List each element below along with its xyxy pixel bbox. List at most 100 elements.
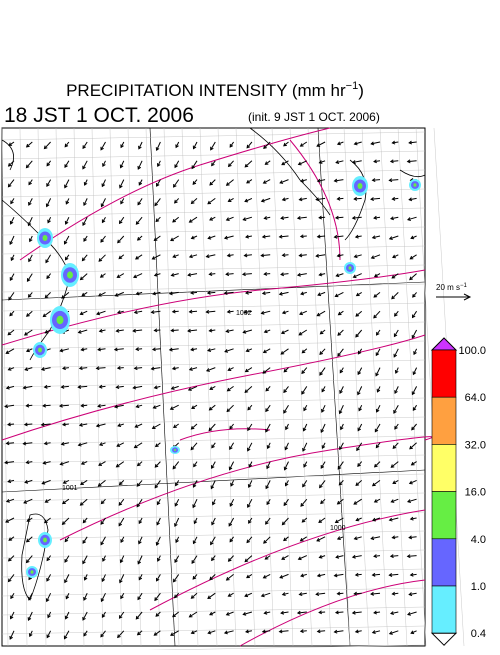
wind-arrow — [392, 479, 399, 484]
lat-line — [1, 469, 426, 493]
isobar-label: 1001 — [62, 485, 78, 492]
wind-arrow — [356, 291, 362, 297]
wind-arrow-head — [246, 539, 251, 544]
title-text: PRECIPITATION INTENSITY (mm hr — [66, 81, 346, 100]
grid-fine — [19, 127, 28, 647]
precip-area — [67, 271, 73, 279]
wind-arrow — [335, 291, 344, 297]
wind-arrow-head — [409, 572, 414, 577]
wind-arrow — [137, 198, 143, 205]
wind-arrow — [24, 367, 33, 371]
wind-arrow — [317, 179, 326, 182]
wind-arrow-head — [228, 522, 233, 527]
wind-arrow — [80, 498, 88, 506]
wind-arrow — [98, 461, 106, 466]
grid-fine — [1, 397, 426, 407]
wind-arrow-head — [79, 502, 84, 506]
wind-arrow-head — [262, 370, 267, 374]
wind-arrow — [299, 254, 307, 257]
wind-arrow — [372, 630, 381, 634]
wind-arrow — [117, 235, 125, 244]
wind-arrow — [26, 160, 33, 168]
wind-arrow — [64, 160, 70, 168]
grid-fine — [1, 226, 426, 236]
wind-arrow-head — [336, 591, 341, 596]
wind-arrow-head — [279, 180, 284, 184]
wind-arrow-head — [320, 500, 324, 505]
wind-arrow — [317, 310, 326, 317]
wind-arrow-head — [260, 310, 265, 315]
wind-arrow — [172, 216, 180, 223]
wind-arrow — [44, 141, 51, 149]
wind-arrow-head — [7, 367, 12, 371]
colorbar-segment — [431, 349, 457, 398]
isobar — [1, 334, 426, 441]
wind-arrow — [64, 536, 70, 542]
wind-arrow — [265, 480, 271, 489]
wind-arrow-head — [7, 578, 12, 583]
wind-arrow — [297, 611, 307, 614]
wind-arrow-head — [62, 366, 66, 371]
wind-arrow — [189, 367, 198, 371]
wind-arrow — [154, 198, 161, 206]
wind-arrow-head — [374, 428, 379, 433]
wind-arrow — [319, 160, 326, 164]
wind-arrow — [355, 310, 363, 317]
wind-arrow-head — [98, 442, 103, 446]
wind-arrow-head — [62, 480, 67, 484]
wind-arrow — [41, 423, 51, 426]
wind-arrow-head — [242, 217, 247, 222]
wind-arrow-head — [137, 201, 141, 206]
wind-arrow-head — [44, 294, 49, 299]
wind-arrow-head — [281, 161, 286, 166]
wind-arrow-head — [321, 408, 325, 413]
wind-arrow — [321, 404, 326, 413]
lat-line — [1, 281, 426, 301]
wind-arrow-head — [5, 498, 10, 503]
wind-arrow — [247, 442, 253, 451]
wind-arrow — [246, 536, 253, 543]
wind-arrow-head — [27, 617, 32, 622]
wind-arrow — [285, 423, 289, 430]
wind-arrow — [355, 235, 362, 238]
wind-arrow — [263, 536, 271, 544]
wind-arrow-head — [81, 292, 86, 297]
wind-arrow — [5, 461, 15, 464]
wind-arrow-head — [247, 406, 252, 411]
wind-arrow — [26, 461, 33, 464]
wind-arrow — [137, 461, 143, 466]
wind-arrow-head — [353, 141, 358, 146]
wind-arrow-head — [78, 366, 83, 371]
wind-arrow — [24, 423, 33, 426]
wind-arrow-head — [46, 634, 51, 639]
wind-arrow-head — [100, 500, 105, 505]
wind-arrow — [170, 235, 179, 241]
wind-arrow — [284, 461, 289, 470]
wind-arrow-head — [27, 222, 32, 227]
wind-arrow — [392, 592, 399, 595]
wind-arrow-head — [318, 272, 323, 277]
wind-arrow — [374, 423, 381, 432]
wind-arrow-head — [173, 594, 178, 599]
wind-arrow — [9, 235, 15, 245]
wind-arrow — [189, 254, 198, 258]
wind-arrow-head — [64, 615, 69, 620]
map: 1002 1001 1000 — [1, 127, 465, 654]
wind-arrow-head — [152, 405, 157, 409]
wind-arrow-head — [410, 461, 415, 466]
wind-arrow — [100, 141, 106, 151]
wind-arrow — [407, 160, 417, 163]
wind-arrow-head — [315, 253, 320, 258]
wind-arrow — [412, 292, 417, 298]
wind-arrow — [65, 254, 70, 261]
wind-arrow — [208, 423, 216, 431]
wind-arrow-head — [247, 447, 251, 452]
wind-arrow-head — [280, 610, 285, 615]
wind-arrow — [211, 555, 216, 561]
wind-arrow-head — [278, 629, 283, 634]
wind-arrow — [357, 386, 363, 395]
wind-arrow-head — [211, 501, 216, 506]
wind-arrow-head — [135, 615, 140, 620]
wind-arrow — [392, 197, 399, 200]
wind-arrow-head — [210, 541, 214, 546]
